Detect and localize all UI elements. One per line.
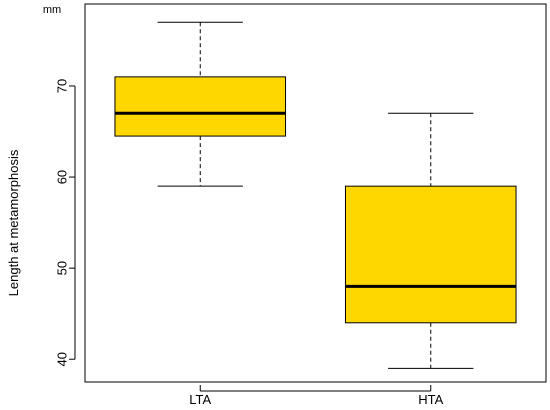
x-tick-label: LTA [189, 392, 211, 407]
x-tick-label: HTA [418, 392, 443, 407]
y-tick-label: 50 [55, 261, 70, 275]
box-hta [344, 112, 517, 369]
boxes-layer [114, 21, 517, 369]
iqr-box [344, 185, 517, 324]
axes-layer: 40 50 60 70 LTA HTA [55, 79, 444, 407]
plot-frame [84, 3, 547, 383]
y-tick-label: 70 [55, 79, 70, 93]
y-axis-unit-label: mm [43, 4, 61, 16]
y-tick-label: 60 [55, 170, 70, 184]
iqr-box [114, 76, 287, 137]
plot-area [84, 3, 547, 383]
y-tick-label: 40 [55, 352, 70, 366]
box-lta [114, 21, 287, 187]
y-axis-title: Length at metamorphosis [6, 149, 21, 296]
